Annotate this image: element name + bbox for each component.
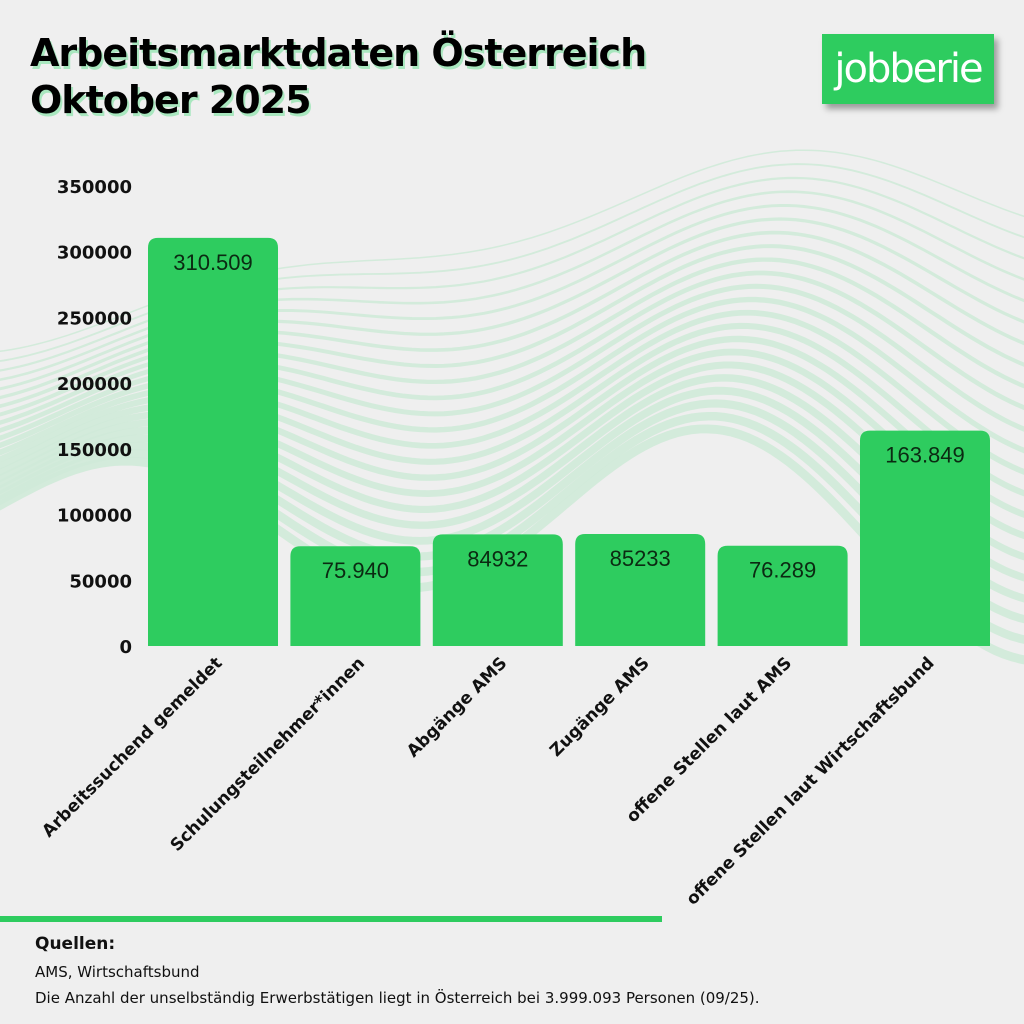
y-axis: 0 50000 100000 150000 200000 250000 300000 3500…	[57, 177, 132, 658]
title-line-1: Arbeitsmarktdaten Österreich	[30, 31, 647, 75]
x-tick-label: Zugänge AMS	[546, 653, 654, 761]
y-tick-label: 300000	[57, 243, 132, 264]
y-tick-label: 250000	[57, 308, 132, 329]
y-tick-label: 0	[119, 637, 132, 658]
bar	[432, 534, 563, 646]
bar-value-label: 310.509	[173, 250, 253, 275]
sources-line: AMS, Wirtschaftsbund	[35, 963, 200, 981]
bar-value-label: 75.940	[322, 558, 389, 583]
bar	[575, 533, 706, 646]
jobberie-logo: jobberie	[822, 34, 994, 104]
bar	[860, 430, 990, 646]
sources-heading: Quellen:	[35, 934, 116, 954]
x-tick-label: offene Stellen laut Wirtschaftsbund	[682, 653, 938, 909]
title-line-2: Oktober 2025	[30, 78, 312, 122]
bar-value-label: 163.849	[885, 443, 965, 468]
x-tick-label: Abgänge AMS	[403, 653, 511, 761]
y-tick-label: 50000	[69, 571, 132, 592]
y-tick-label: 200000	[57, 374, 132, 395]
bar	[290, 546, 421, 646]
x-tick-label: offene Stellen laut AMS	[623, 653, 797, 827]
employment-note: Die Anzahl der unselbständig Erwerbstäti…	[35, 989, 760, 1007]
bar-value-label: 85233	[610, 546, 671, 571]
y-tick-label: 150000	[57, 440, 132, 461]
bar-value-label: 84932	[467, 546, 528, 571]
bar	[148, 237, 278, 646]
bar-value-label: 76.289	[749, 558, 816, 583]
y-tick-label: 100000	[57, 506, 132, 527]
page-title: Arbeitsmarktdaten Österreich Oktober 202…	[30, 30, 647, 124]
footer-divider	[0, 916, 662, 922]
bar	[717, 545, 848, 646]
logo-text: jobberie	[834, 46, 983, 92]
y-tick-label: 350000	[57, 177, 132, 198]
